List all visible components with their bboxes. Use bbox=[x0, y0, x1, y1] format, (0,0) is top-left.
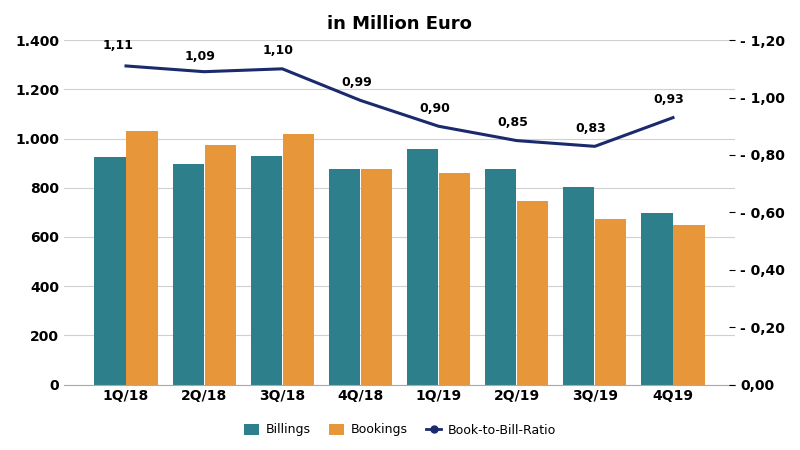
Book-to-Bill-Ratio bbox=[278, 66, 287, 72]
Bar bbox=[674, 225, 705, 385]
Bar bbox=[173, 164, 204, 385]
Bar bbox=[517, 201, 548, 385]
Book-to-Bill-Ratio bbox=[434, 124, 443, 129]
Book-to-Bill-Ratio bbox=[590, 144, 600, 149]
Text: 0,99: 0,99 bbox=[341, 76, 372, 89]
Bar bbox=[563, 187, 594, 385]
Bar bbox=[642, 213, 673, 385]
Line: Book-to-Bill-Ratio: Book-to-Bill-Ratio bbox=[126, 66, 673, 146]
Text: 0,93: 0,93 bbox=[654, 93, 684, 106]
Bar bbox=[407, 149, 438, 385]
Bar bbox=[126, 130, 158, 385]
Book-to-Bill-Ratio bbox=[512, 138, 522, 143]
Text: 1,10: 1,10 bbox=[262, 45, 294, 57]
Bar bbox=[329, 169, 360, 385]
Book-to-Bill-Ratio bbox=[356, 98, 366, 103]
Text: 1,09: 1,09 bbox=[185, 50, 215, 63]
Bar bbox=[439, 172, 470, 385]
Text: 0,83: 0,83 bbox=[575, 122, 606, 135]
Text: 0,85: 0,85 bbox=[497, 116, 528, 129]
Bar bbox=[94, 157, 126, 385]
Bar bbox=[595, 219, 626, 385]
Book-to-Bill-Ratio bbox=[122, 63, 131, 69]
Bar bbox=[205, 145, 236, 385]
Legend: Billings, Bookings, Book-to-Bill-Ratio: Billings, Bookings, Book-to-Bill-Ratio bbox=[239, 418, 561, 441]
Title: in Million Euro: in Million Euro bbox=[327, 15, 472, 33]
Text: 0,90: 0,90 bbox=[419, 102, 450, 115]
Bar bbox=[485, 169, 516, 385]
Bar bbox=[250, 156, 282, 385]
Book-to-Bill-Ratio bbox=[668, 115, 678, 120]
Text: 1,11: 1,11 bbox=[102, 39, 134, 52]
Bar bbox=[282, 134, 314, 385]
Bar bbox=[361, 169, 392, 385]
Book-to-Bill-Ratio bbox=[199, 69, 209, 74]
